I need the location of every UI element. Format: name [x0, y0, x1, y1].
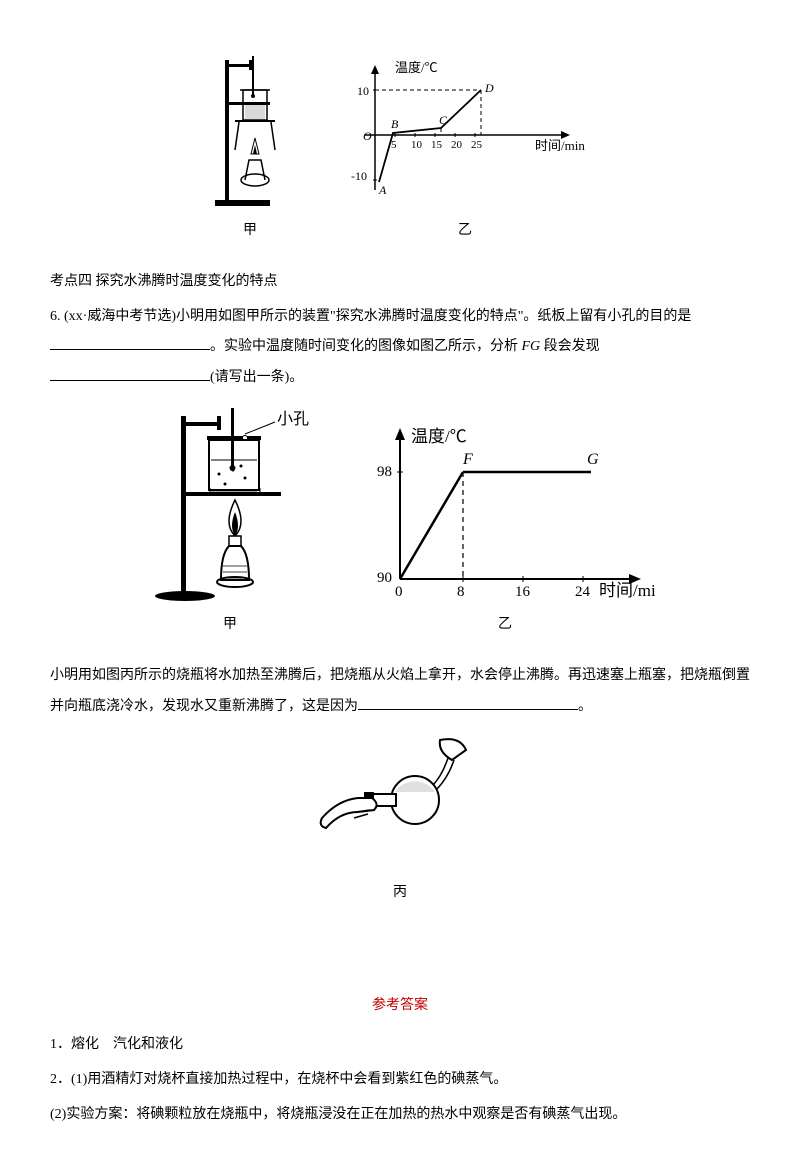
svg-text:16: 16	[515, 584, 531, 600]
apparatus-2-caption: 甲	[223, 610, 237, 641]
q6-fg: FG	[522, 339, 541, 354]
svg-text:98: 98	[377, 464, 392, 480]
flask-svg	[310, 732, 490, 872]
svg-text:15: 15	[431, 139, 443, 151]
x-axis-label-1: 时间/min	[535, 138, 585, 153]
y-axis-label-2: 温度/℃	[411, 427, 467, 446]
q6b-text: 小明用如图丙所示的烧瓶将水加热至沸腾后，把烧瓶从火焰上拿开，水会停止沸腾。再迅速…	[50, 661, 750, 723]
blank-2[interactable]	[50, 366, 210, 381]
figure-3: 丙	[310, 732, 490, 909]
hole-label: 小孔	[277, 410, 309, 428]
svg-text:B: B	[391, 117, 399, 131]
figure-row-1: 甲 温度/℃ 10 O -10 时间/min 5 10 15 20 25	[50, 50, 750, 247]
svg-text:5: 5	[391, 139, 397, 151]
chart-svg-2: 温度/℃ 时间/min 98 90 0 8 16 24 F G	[355, 424, 655, 604]
svg-text:8: 8	[457, 584, 465, 600]
apparatus-svg-2: 小孔	[145, 404, 315, 604]
chart-2-caption: 乙	[498, 610, 512, 641]
q6-part1: 6. (xx·威海中考节选)小明用如图甲所示的装置"探究水沸腾时温度变化的特点"…	[50, 309, 691, 324]
answer-2-1: 2．(1)用酒精灯对烧杯直接加热过程中，在烧杯中会看到紫红色的碘蒸气。	[50, 1065, 750, 1096]
svg-text:25: 25	[471, 139, 483, 151]
chart-1: 温度/℃ 10 O -10 时间/min 5 10 15 20 25	[335, 60, 595, 247]
apparatus-1-caption: 甲	[243, 216, 257, 247]
svg-text:90: 90	[377, 570, 392, 586]
blank-3[interactable]	[358, 695, 578, 710]
q6-text: 6. (xx·威海中考节选)小明用如图甲所示的装置"探究水沸腾时温度变化的特点"…	[50, 302, 750, 394]
svg-text:F: F	[462, 451, 473, 468]
chart-svg-1: 温度/℃ 10 O -10 时间/min 5 10 15 20 25	[335, 60, 595, 210]
ytick-10: 10	[357, 84, 369, 98]
svg-text:D: D	[484, 81, 494, 95]
q6-part4: (请写出一条)。	[210, 370, 303, 385]
apparatus-2: 小孔 甲	[145, 404, 315, 641]
ytick-neg10: -10	[351, 169, 367, 183]
svg-text:20: 20	[451, 139, 463, 151]
chart-1-caption: 乙	[458, 216, 472, 247]
chart-2: 温度/℃ 时间/min 98 90 0 8 16 24 F G 乙	[355, 424, 655, 641]
x-axis-label-2: 时间/min	[599, 581, 655, 600]
svg-text:G: G	[587, 451, 599, 468]
y-axis-label-1: 温度/℃	[395, 60, 438, 75]
apparatus-1: 甲	[205, 50, 295, 247]
answers-title: 参考答案	[50, 989, 750, 1020]
q6b-part2: 。	[578, 699, 592, 714]
origin-label: O	[363, 129, 372, 143]
figure-3-caption: 丙	[393, 878, 407, 909]
svg-text:0: 0	[395, 584, 403, 600]
svg-text:A: A	[378, 183, 387, 197]
blank-1[interactable]	[50, 335, 210, 350]
svg-text:24: 24	[575, 584, 591, 600]
figure-row-2: 小孔 甲	[50, 404, 750, 641]
figure-row-3: 丙	[50, 732, 750, 909]
q6-part2: 。实验中温度随时间变化的图像如图乙所示，分析	[210, 339, 518, 354]
apparatus-svg-1	[205, 50, 295, 210]
svg-text:10: 10	[411, 139, 423, 151]
section4-heading: 考点四 探究水沸腾时温度变化的特点	[50, 267, 750, 298]
q6-part3: 段会发现	[544, 339, 600, 354]
answer-2-2: (2)实验方案：将碘颗粒放在烧瓶中，将烧瓶浸没在正在加热的热水中观察是否有碘蒸气…	[50, 1100, 750, 1131]
answer-1: 1．熔化 汽化和液化	[50, 1030, 750, 1061]
svg-text:C: C	[439, 113, 448, 127]
